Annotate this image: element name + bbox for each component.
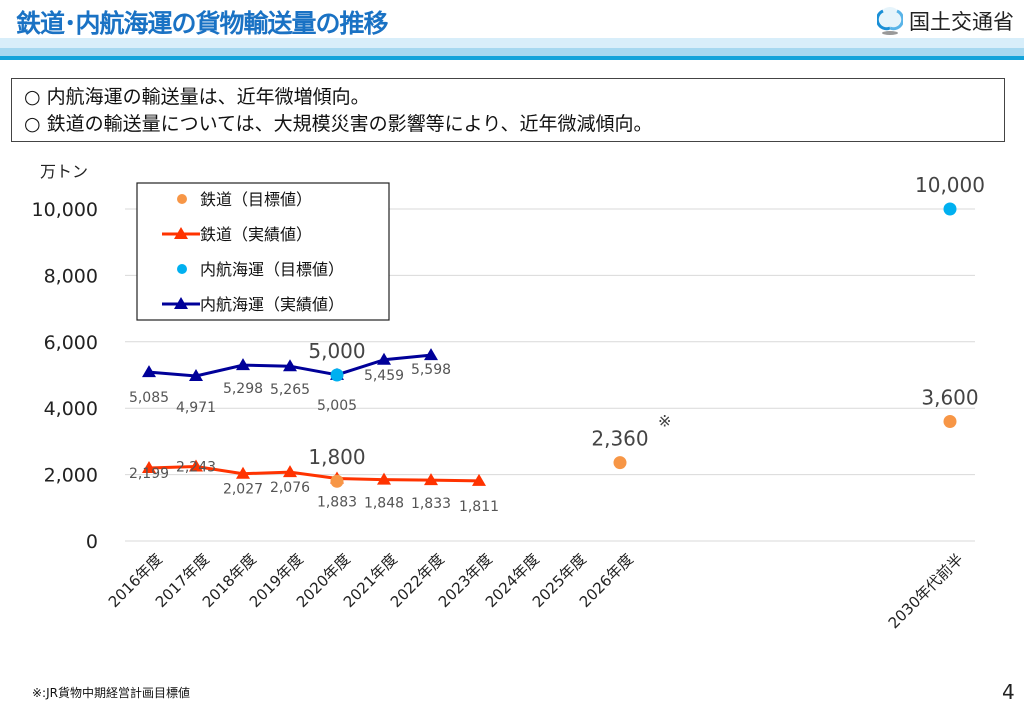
target-label: 10,000 (915, 173, 985, 197)
y-tick-label: 0 (86, 531, 98, 553)
data-label: 1,833 (411, 496, 451, 512)
triangle-marker (142, 460, 156, 473)
header-band (0, 48, 1024, 56)
triangle-marker (236, 466, 250, 479)
legend-marker (177, 264, 187, 274)
x-tick-label: 2030年代前半 (885, 550, 967, 632)
page-number: 4 (1002, 680, 1015, 704)
legend-marker (177, 194, 187, 204)
data-label: 2,076 (270, 480, 310, 496)
summary-bullet: ○ 内航海運の輸送量は、近年微増傾向。 (24, 86, 370, 108)
triangle-marker (424, 348, 438, 361)
triangle-marker (189, 368, 203, 381)
target-point (613, 456, 627, 470)
data-label: 5,598 (411, 362, 451, 378)
data-label: 1,811 (459, 499, 499, 515)
y-tick-label: 10,000 (32, 199, 98, 221)
y-tick-label: 4,000 (44, 398, 98, 420)
data-label: 5,459 (364, 368, 404, 384)
data-label: 5,298 (223, 381, 263, 397)
legend-label: 内航海運（目標値） (200, 260, 344, 279)
header-band (0, 38, 1024, 48)
data-label: 2,027 (223, 482, 263, 498)
triangle-marker (283, 359, 297, 372)
ministry-logo: 国土交通省 (877, 6, 1014, 36)
summary-bullet: ○ 鉄道の輸送量については、大規模災害の影響等により、近年微減傾向。 (24, 113, 653, 135)
target-point (330, 368, 344, 382)
y-tick-label: 6,000 (44, 332, 98, 354)
y-tick-label: 8,000 (44, 265, 98, 287)
header-band (0, 56, 1024, 60)
footnote: ※:JR貨物中期経営計画目標値 (32, 686, 190, 700)
data-label: 5,005 (317, 398, 357, 414)
legend-marker (174, 227, 188, 239)
target-label: 1,800 (308, 445, 365, 469)
data-label: 1,883 (317, 494, 357, 510)
legend: 鉄道（目標値） 鉄道（実績値） 内航海運（目標値） 内航海運（実績値） (136, 182, 390, 321)
target-point (943, 414, 957, 428)
target-point (330, 474, 344, 488)
triangle-marker (189, 459, 203, 472)
y-axis-unit: 万トン (40, 162, 88, 181)
triangle-marker (377, 352, 391, 365)
page-title: 鉄道･内航海運の貨物輸送量の推移 (16, 9, 389, 38)
legend-marker (174, 297, 188, 309)
data-label: 5,085 (129, 390, 169, 406)
triangle-marker (377, 472, 391, 485)
y-tick-label: 2,000 (44, 465, 98, 487)
triangle-marker (236, 358, 250, 371)
triangle-marker (142, 365, 156, 378)
legend-label: 鉄道（目標値） (200, 190, 312, 209)
target-note-mark: ※ (658, 412, 671, 431)
mlit-emblem-icon (877, 7, 903, 35)
triangle-marker (283, 465, 297, 478)
data-label: 2,243 (176, 460, 216, 476)
series-line (148, 465, 480, 483)
summary-box: ○ 内航海運の輸送量は、近年微増傾向。 ○ 鉄道の輸送量については、大規模災害の… (11, 78, 1005, 142)
target-label: 2,360 (591, 427, 648, 451)
target-point (943, 202, 957, 216)
legend-label: 鉄道（実績値） (200, 225, 312, 244)
data-label: 2,199 (129, 466, 169, 482)
triangle-marker (424, 473, 438, 486)
target-label: 3,600 (921, 385, 978, 409)
legend-label: 内航海運（実績値） (200, 295, 344, 314)
data-label: 1,848 (364, 496, 404, 512)
data-label: 4,971 (176, 400, 216, 416)
ministry-name: 国土交通省 (909, 10, 1014, 34)
triangle-marker (472, 473, 486, 486)
data-label: 5,265 (270, 382, 310, 398)
target-label: 5,000 (308, 339, 365, 363)
